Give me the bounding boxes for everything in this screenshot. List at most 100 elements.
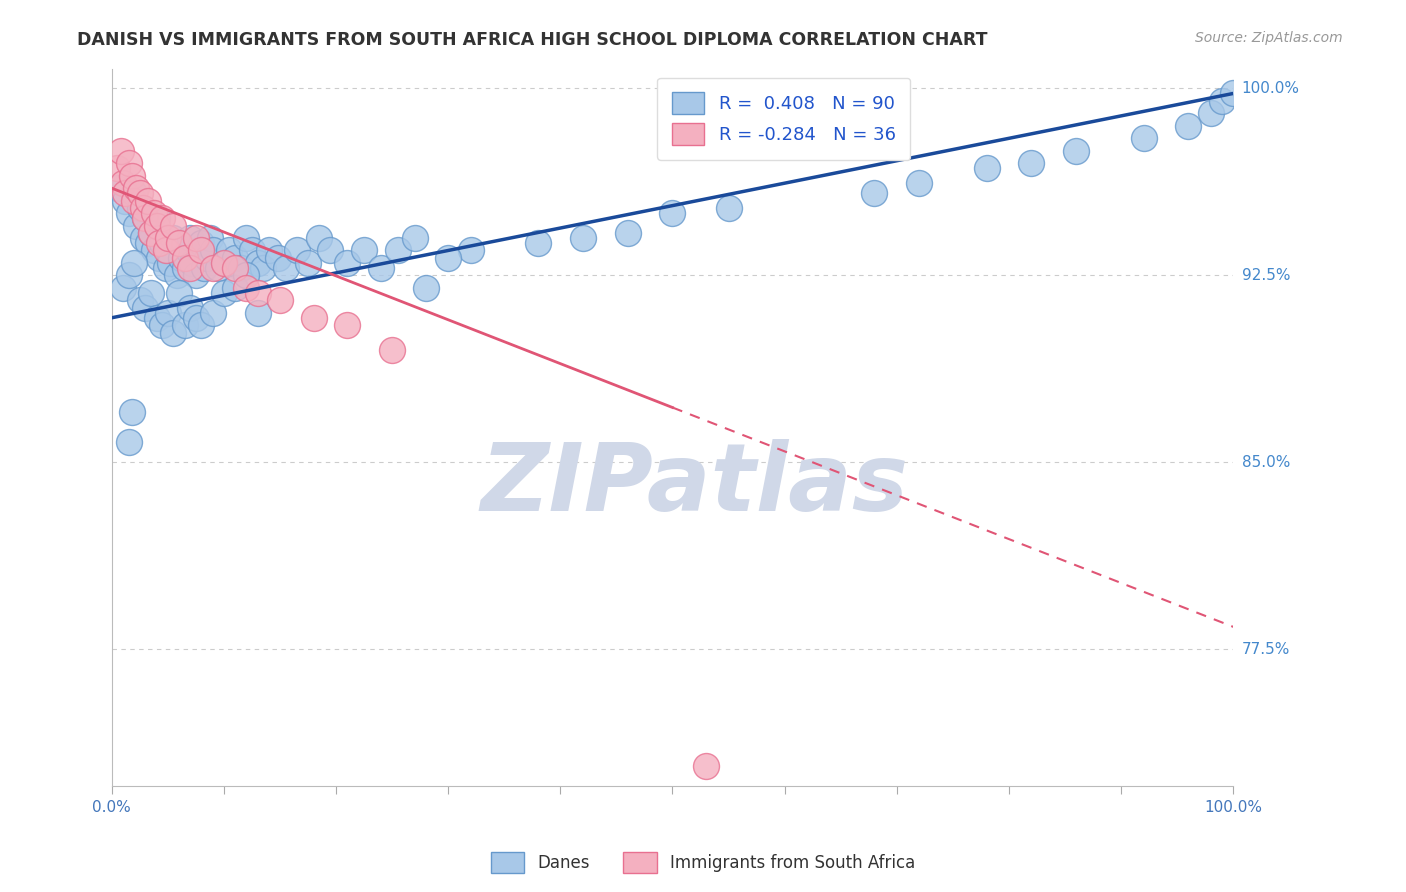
Point bbox=[190, 235, 212, 250]
Point bbox=[976, 161, 998, 176]
Point bbox=[143, 244, 166, 258]
Point bbox=[246, 285, 269, 300]
Point bbox=[336, 318, 359, 333]
Point bbox=[111, 281, 134, 295]
Point bbox=[1211, 94, 1233, 108]
Point bbox=[139, 226, 162, 240]
Point bbox=[404, 231, 426, 245]
Point bbox=[212, 285, 235, 300]
Point bbox=[201, 260, 224, 275]
Point bbox=[207, 260, 229, 275]
Point bbox=[184, 231, 207, 245]
Point bbox=[224, 281, 246, 295]
Point bbox=[616, 226, 638, 240]
Point bbox=[246, 306, 269, 320]
Point bbox=[201, 244, 224, 258]
Point bbox=[212, 256, 235, 270]
Point bbox=[387, 244, 409, 258]
Point bbox=[162, 326, 184, 340]
Text: ZIPatlas: ZIPatlas bbox=[481, 439, 910, 531]
Point bbox=[139, 285, 162, 300]
Point bbox=[661, 206, 683, 220]
Point bbox=[121, 405, 143, 419]
Point bbox=[121, 169, 143, 183]
Point bbox=[184, 310, 207, 325]
Point bbox=[150, 211, 173, 225]
Point bbox=[269, 293, 291, 308]
Text: 100.0%: 100.0% bbox=[1241, 81, 1299, 96]
Point bbox=[235, 231, 257, 245]
Point bbox=[1021, 156, 1043, 170]
Point bbox=[252, 260, 274, 275]
Point bbox=[117, 268, 139, 283]
Point bbox=[173, 318, 195, 333]
Point bbox=[132, 201, 155, 215]
Legend: Danes, Immigrants from South Africa: Danes, Immigrants from South Africa bbox=[484, 846, 922, 880]
Point bbox=[381, 343, 404, 358]
Point bbox=[122, 186, 145, 201]
Point bbox=[308, 231, 330, 245]
Point bbox=[150, 235, 173, 250]
Point bbox=[437, 251, 460, 265]
Point bbox=[267, 251, 290, 265]
Point bbox=[128, 293, 150, 308]
Point bbox=[195, 251, 218, 265]
Point bbox=[117, 435, 139, 450]
Point bbox=[179, 231, 201, 245]
Point bbox=[128, 201, 150, 215]
Point bbox=[122, 256, 145, 270]
Text: DANISH VS IMMIGRANTS FROM SOUTH AFRICA HIGH SCHOOL DIPLOMA CORRELATION CHART: DANISH VS IMMIGRANTS FROM SOUTH AFRICA H… bbox=[77, 31, 988, 49]
Point bbox=[156, 231, 179, 245]
Point bbox=[285, 244, 308, 258]
Point bbox=[134, 211, 156, 225]
Point bbox=[571, 231, 593, 245]
Point bbox=[527, 235, 550, 250]
Point bbox=[224, 251, 246, 265]
Point bbox=[139, 226, 162, 240]
Point bbox=[297, 256, 319, 270]
Point bbox=[1199, 106, 1222, 120]
Point bbox=[415, 281, 437, 295]
Point bbox=[132, 231, 155, 245]
Point bbox=[188, 244, 211, 258]
Point bbox=[1064, 144, 1087, 158]
Point bbox=[173, 251, 195, 265]
Point bbox=[136, 194, 159, 208]
Point bbox=[156, 306, 179, 320]
Point bbox=[156, 244, 179, 258]
Point bbox=[148, 235, 170, 250]
Point bbox=[235, 268, 257, 283]
Text: 77.5%: 77.5% bbox=[1241, 641, 1289, 657]
Point bbox=[863, 186, 886, 201]
Text: Source: ZipAtlas.com: Source: ZipAtlas.com bbox=[1195, 31, 1343, 45]
Point bbox=[150, 318, 173, 333]
Point bbox=[145, 219, 167, 233]
Point bbox=[240, 244, 263, 258]
Point bbox=[117, 206, 139, 220]
Point bbox=[190, 244, 212, 258]
Point bbox=[1222, 87, 1244, 101]
Point bbox=[110, 144, 132, 158]
Point bbox=[200, 231, 222, 245]
Point bbox=[184, 268, 207, 283]
Point bbox=[159, 256, 181, 270]
Point bbox=[166, 268, 188, 283]
Point bbox=[190, 318, 212, 333]
Point bbox=[193, 260, 215, 275]
Point bbox=[218, 244, 240, 258]
Point bbox=[181, 256, 204, 270]
Point bbox=[105, 161, 128, 176]
Point bbox=[370, 260, 392, 275]
Point bbox=[302, 310, 325, 325]
Point bbox=[105, 181, 128, 195]
Point bbox=[246, 256, 269, 270]
Point bbox=[136, 235, 159, 250]
Point bbox=[319, 244, 342, 258]
Point bbox=[155, 244, 177, 258]
Point bbox=[145, 310, 167, 325]
Point bbox=[167, 285, 190, 300]
Point bbox=[162, 231, 184, 245]
Point bbox=[111, 176, 134, 190]
Point bbox=[143, 206, 166, 220]
Point bbox=[134, 211, 156, 225]
